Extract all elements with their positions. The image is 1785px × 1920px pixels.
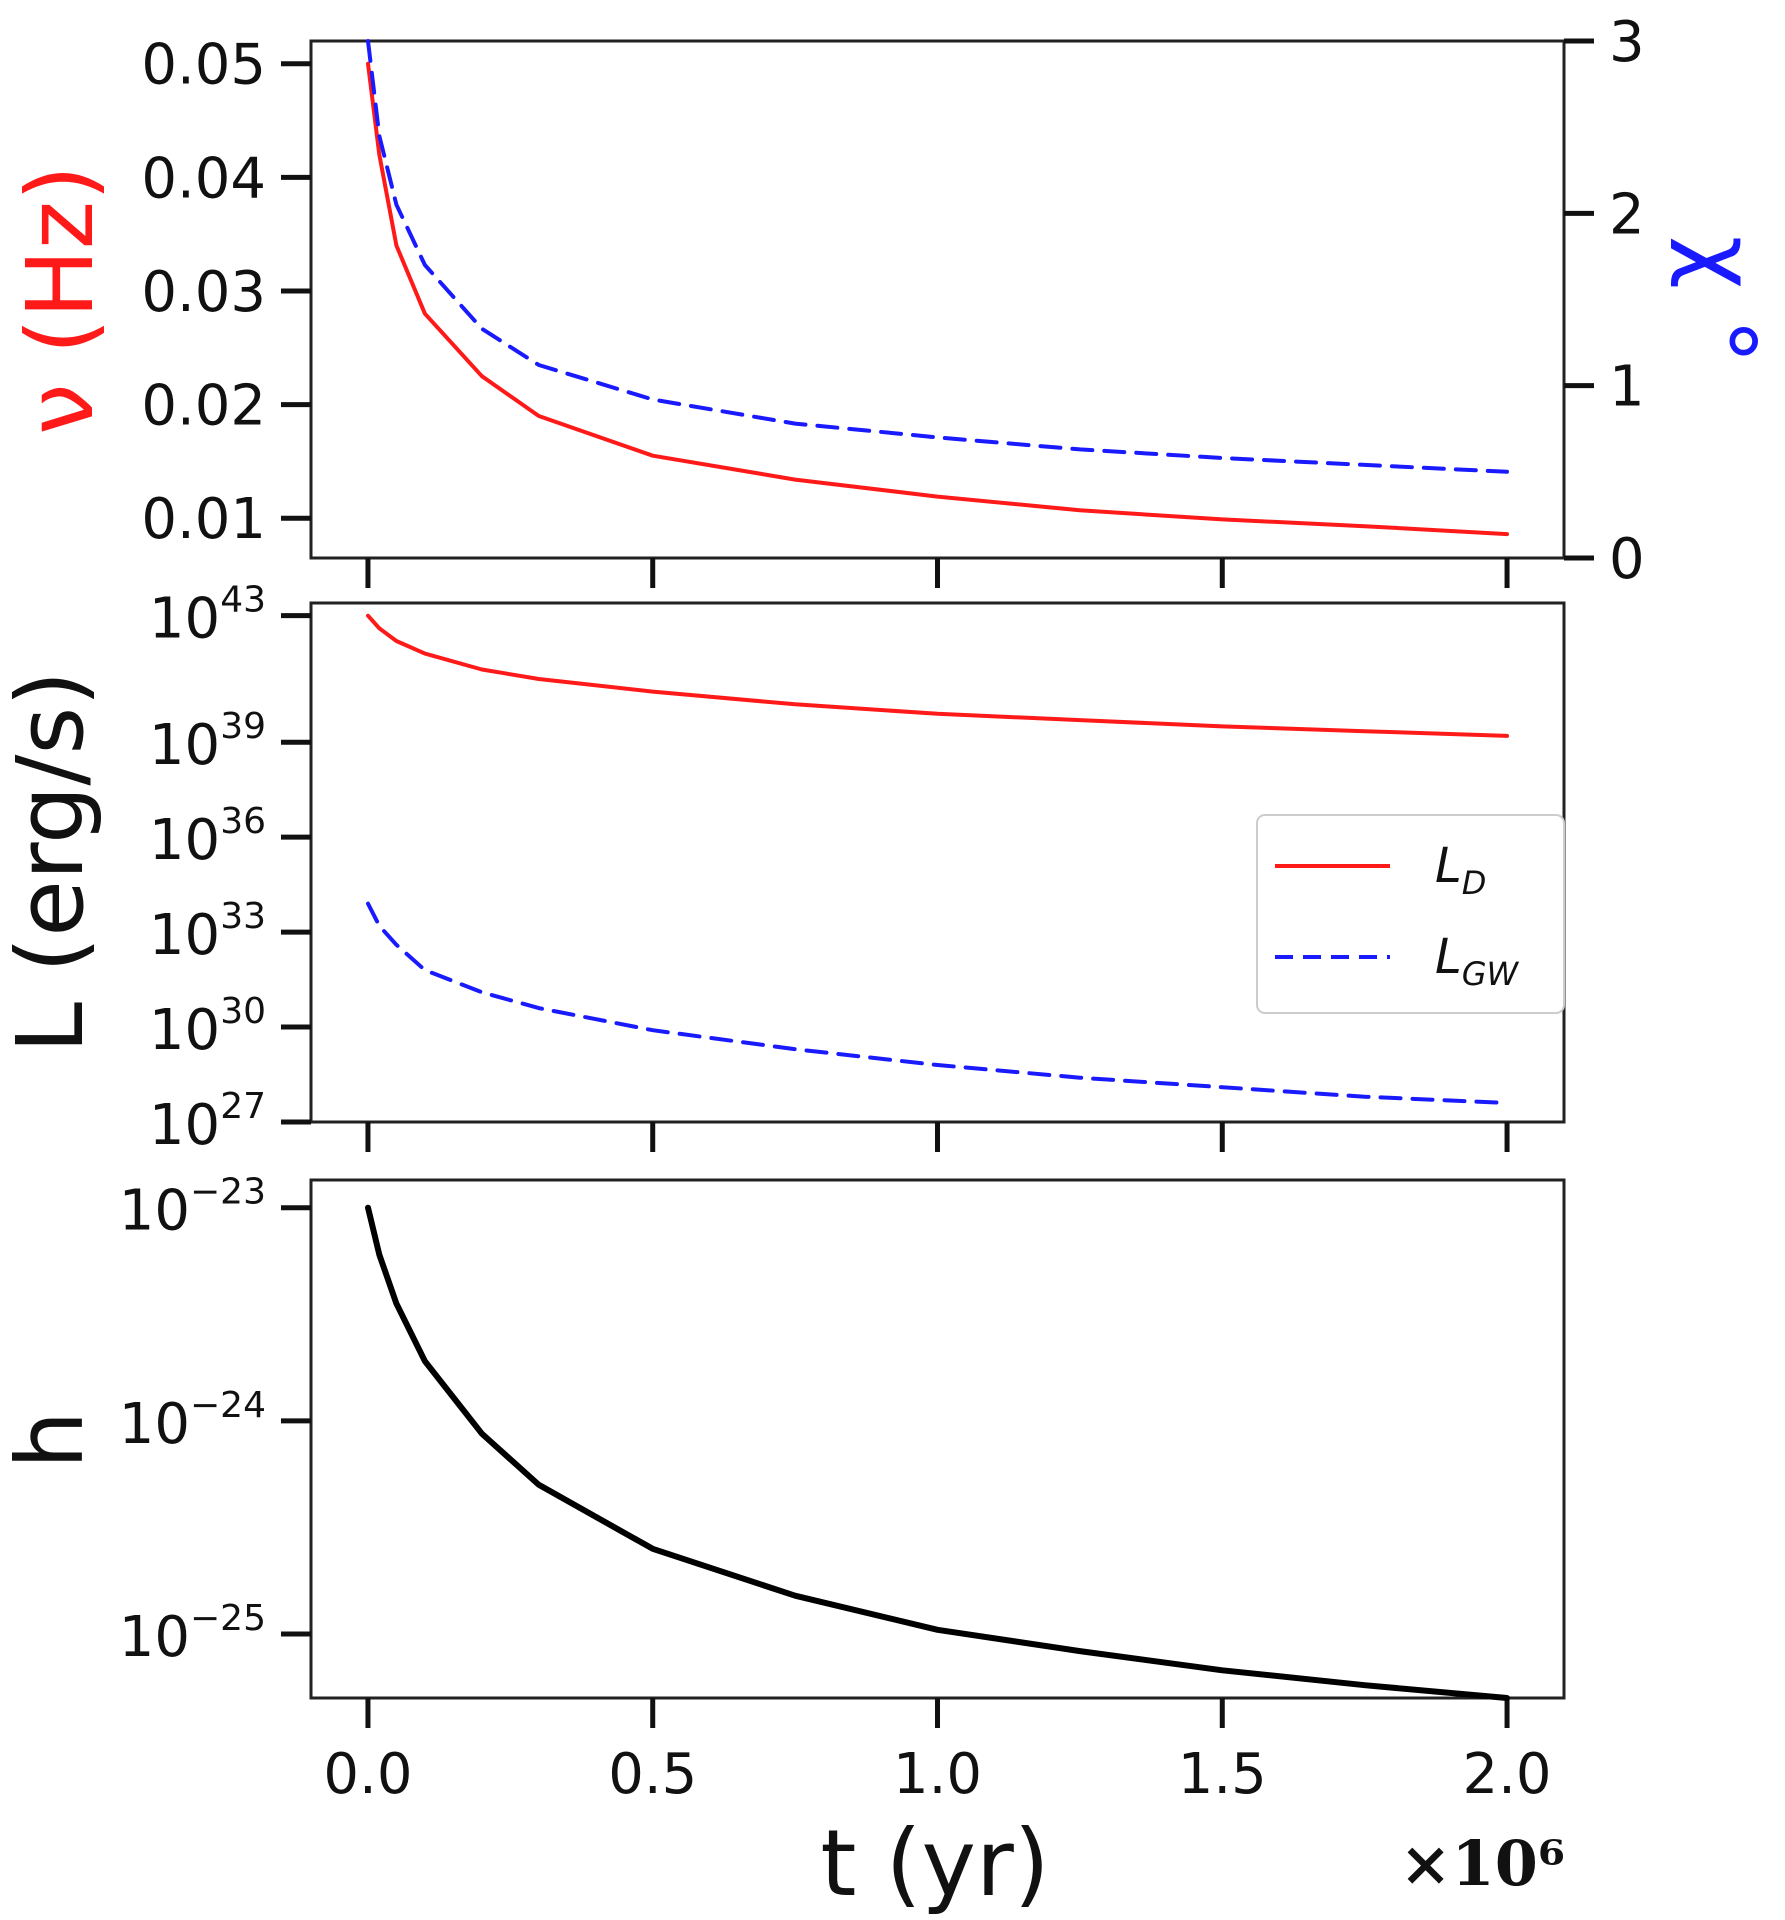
y-tick-label: 0.01 <box>141 487 266 552</box>
x-tick-label: 0.0 <box>323 1742 412 1807</box>
bottom-panel-frame <box>309 1178 1566 1700</box>
series-line--1 <box>366 39 1509 474</box>
x-scale-note: ×10⁶ <box>1400 1827 1565 1900</box>
y-axis-title-luminosity: L (erg/s) <box>0 671 104 1053</box>
y2-tick-label: 3 <box>1609 10 1645 75</box>
y-tick-label: 0.04 <box>141 146 266 211</box>
series-line-ld-0 <box>366 613 1509 738</box>
y-tick-label: 0.02 <box>141 374 266 439</box>
x-axis-title: t (yr) <box>820 1810 1049 1917</box>
x-tick-label: 1.5 <box>1178 1742 1267 1807</box>
x-tick-label: 1.0 <box>893 1742 982 1807</box>
y-tick-label: 10−25 <box>119 1598 266 1670</box>
x-tick-label: 0.5 <box>608 1742 697 1807</box>
y-tick-label: 1030 <box>149 991 266 1063</box>
y2-tick-label: 2 <box>1609 182 1645 247</box>
y-tick-label: 1039 <box>149 706 266 778</box>
y-tick-label: 10−24 <box>119 1385 266 1457</box>
series-line--0 <box>366 61 1509 537</box>
y-tick-label: 0.05 <box>141 33 266 98</box>
y-tick-label: 10−23 <box>119 1172 266 1244</box>
y2-tick-label: 0 <box>1609 527 1645 592</box>
x-tick-label: 2.0 <box>1463 1742 1552 1807</box>
y-tick-label: 1043 <box>149 580 266 652</box>
y2-axis-title-chi: χ ° <box>1668 236 1775 364</box>
y-tick-label: 1033 <box>149 896 266 968</box>
legend-label-lgw: LGW <box>1435 929 1520 993</box>
top-panel-frame <box>309 39 1566 560</box>
y2-tick-label: 1 <box>1609 355 1645 420</box>
y-axis-title-strain: h <box>0 1411 104 1469</box>
series-line-h-0 <box>365 1204 1510 1701</box>
y-tick-label: 1036 <box>149 801 266 873</box>
series-line-lgw-1 <box>366 901 1509 1105</box>
y-axis-title-frequency: ν (Hz) <box>7 165 114 435</box>
y-tick-label: 0.03 <box>141 260 266 325</box>
legend: LD LGW <box>1256 814 1565 1014</box>
legend-label-ld: LD <box>1435 838 1486 902</box>
y-tick-label: 1027 <box>149 1086 266 1158</box>
